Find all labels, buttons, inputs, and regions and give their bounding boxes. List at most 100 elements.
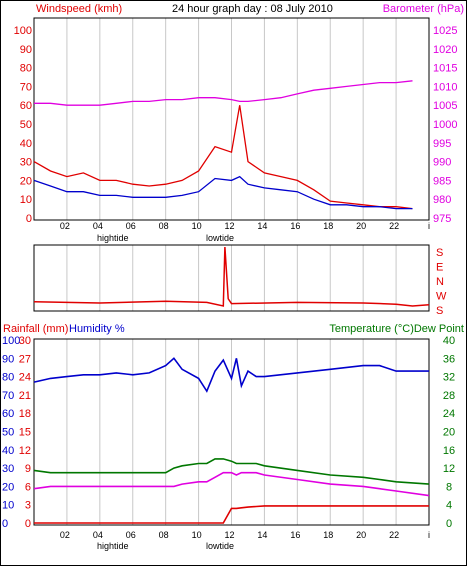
windspeed-tick: 50 bbox=[20, 119, 32, 131]
lowtide-label-bottom: lowtide bbox=[206, 541, 234, 551]
x-tick-label: 02 bbox=[60, 221, 70, 231]
humidity-tick: 80 bbox=[2, 372, 14, 384]
x-tick-label: 20 bbox=[356, 221, 366, 231]
rainfall-tick: 15 bbox=[19, 427, 31, 439]
temperature-tick: 20 bbox=[443, 427, 455, 439]
x-tick-label: 10 bbox=[192, 221, 202, 231]
x-tick-label: 16 bbox=[290, 221, 300, 231]
barometer-tick: 995 bbox=[433, 138, 451, 150]
barometer-tick: 1000 bbox=[433, 119, 457, 131]
barometer-tick: 975 bbox=[433, 213, 451, 225]
rainfall-tick: 24 bbox=[19, 372, 31, 384]
barometer-tick: 1015 bbox=[433, 63, 457, 75]
x-tick-label: 06 bbox=[126, 221, 136, 231]
humidity-axis-title: Humidity % bbox=[69, 323, 125, 335]
windspeed-tick: 90 bbox=[20, 44, 32, 56]
humidity-tick: 70 bbox=[2, 390, 14, 402]
x-tick-label: 12 bbox=[225, 530, 235, 540]
windspeed-tick: 20 bbox=[20, 175, 32, 187]
windspeed-tick: 60 bbox=[20, 100, 32, 112]
plot-frame bbox=[33, 338, 430, 526]
lowtide-label-top: lowtide bbox=[206, 233, 234, 243]
barometer-tick: 1010 bbox=[433, 81, 457, 93]
humidity-tick: 90 bbox=[2, 353, 14, 365]
dewpoint-line bbox=[33, 471, 430, 497]
barometer-tick: 980 bbox=[433, 194, 451, 206]
x-tick-label: 08 bbox=[159, 221, 169, 231]
plot-frame bbox=[33, 17, 430, 221]
barometer-tick: 1005 bbox=[433, 100, 457, 112]
x-tick-label: 18 bbox=[323, 221, 333, 231]
windspeed-tick: 100 bbox=[14, 25, 32, 37]
barometer-line bbox=[34, 80, 413, 106]
x-tick-label: 04 bbox=[93, 221, 103, 231]
temperature-tick: 40 bbox=[443, 335, 455, 347]
hightide-label-bottom: hightide bbox=[97, 541, 129, 551]
x-tick-label: i bbox=[428, 221, 430, 231]
barometer-tick: 1020 bbox=[433, 44, 457, 56]
wind-direction-tick: W bbox=[436, 291, 447, 303]
plot-frame bbox=[33, 244, 430, 312]
temperature-tick: 4 bbox=[446, 500, 452, 512]
temperature-tick: 36 bbox=[443, 353, 455, 365]
rainfall-tick: 12 bbox=[19, 445, 31, 457]
x-tick-label: 08 bbox=[159, 530, 169, 540]
windspeed-tick: 30 bbox=[20, 157, 32, 169]
humidity-tick: 40 bbox=[2, 445, 14, 457]
temperature-tick: 28 bbox=[443, 390, 455, 402]
temperature-tick: 8 bbox=[446, 481, 452, 493]
rainfall-tick: 30 bbox=[19, 335, 31, 347]
barometer-tick: 1025 bbox=[433, 25, 457, 37]
x-tick-label: 22 bbox=[389, 221, 399, 231]
x-tick-label: 02 bbox=[60, 530, 70, 540]
windspeed-tick: 10 bbox=[20, 194, 32, 206]
wind-direction-tick: S bbox=[436, 305, 443, 317]
hightide-label-top: hightide bbox=[97, 233, 129, 243]
windspeed-axis-title: Windspeed (kmh) bbox=[36, 3, 122, 15]
temperature-tick: 16 bbox=[443, 445, 455, 457]
x-tick-label: 10 bbox=[192, 530, 202, 540]
windspeed-tick: 80 bbox=[20, 63, 32, 75]
humidity-tick: 0 bbox=[2, 518, 8, 530]
rainfall-line bbox=[34, 505, 429, 524]
x-tick-label: 14 bbox=[257, 530, 267, 540]
rainfall-tick: 0 bbox=[25, 518, 31, 530]
wind-direction-tick: E bbox=[436, 262, 443, 274]
humidity-tick: 10 bbox=[2, 500, 14, 512]
x-tick-label: 20 bbox=[356, 530, 366, 540]
humidity-tick: 60 bbox=[2, 408, 14, 420]
temperature-tick: 24 bbox=[443, 408, 455, 420]
rainfall-tick: 3 bbox=[25, 500, 31, 512]
x-tick-label: i bbox=[428, 530, 430, 540]
windspeed-tick: 0 bbox=[26, 213, 32, 225]
x-tick-label: 06 bbox=[126, 530, 136, 540]
page-title: 24 hour graph day : 08 July 2010 bbox=[172, 3, 333, 15]
wind-average-line bbox=[33, 175, 413, 210]
humidity-tick: 100 bbox=[2, 335, 20, 347]
x-tick-label: 16 bbox=[290, 530, 300, 540]
rainfall-tick: 27 bbox=[19, 353, 31, 365]
temperature-tick: 32 bbox=[443, 372, 455, 384]
windspeed-tick: 70 bbox=[20, 81, 32, 93]
temperature-tick: 0 bbox=[446, 518, 452, 530]
rainfall-tick: 9 bbox=[25, 463, 31, 475]
rainfall-tick: 21 bbox=[19, 390, 31, 402]
wind-direction-tick: N bbox=[436, 276, 444, 288]
rainfall-tick: 18 bbox=[19, 408, 31, 420]
temperature-tick: 12 bbox=[443, 463, 455, 475]
barometer-tick: 985 bbox=[433, 175, 451, 187]
wind-direction-line bbox=[33, 246, 430, 307]
temperature-line bbox=[33, 458, 430, 485]
rainfall-tick: 6 bbox=[25, 481, 31, 493]
humidity-tick: 20 bbox=[2, 481, 14, 493]
x-tick-label: 18 bbox=[323, 530, 333, 540]
wind-direction-tick: S bbox=[436, 247, 443, 259]
windspeed-line bbox=[33, 105, 413, 210]
x-tick-label: 04 bbox=[93, 530, 103, 540]
barometer-axis-title: Barometer (hPa) bbox=[383, 3, 464, 15]
windspeed-tick: 40 bbox=[20, 138, 32, 150]
barometer-tick: 990 bbox=[433, 157, 451, 169]
x-tick-label: 14 bbox=[257, 221, 267, 231]
